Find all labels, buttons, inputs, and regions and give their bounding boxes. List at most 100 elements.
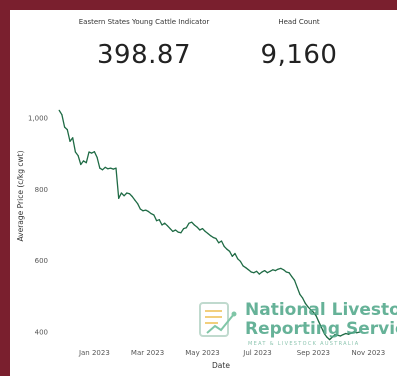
data-point — [234, 252, 236, 255]
data-point — [110, 167, 112, 169]
data-point — [64, 126, 66, 128]
data-point — [88, 151, 90, 153]
data-point — [239, 260, 241, 262]
data-point — [161, 224, 163, 226]
data-point — [245, 267, 247, 269]
data-point — [337, 334, 339, 336]
x-tick-label: May 2023 — [185, 349, 220, 357]
data-point — [342, 334, 344, 336]
data-point — [296, 286, 298, 288]
data-point — [269, 270, 271, 272]
data-point — [123, 195, 125, 197]
series-line — [58, 110, 360, 341]
data-point — [85, 162, 87, 164]
data-point — [112, 168, 114, 170]
data-point — [353, 331, 355, 333]
data-point — [147, 210, 149, 213]
x-tick-label: Jul 2023 — [242, 349, 272, 357]
data-point — [293, 279, 296, 281]
data-point — [131, 195, 133, 198]
data-point — [237, 258, 239, 260]
data-point — [299, 293, 301, 295]
data-point — [158, 219, 160, 221]
data-point — [82, 160, 85, 162]
watermark-tagline: MEAT & LIVESTOCK AUSTRALIA — [248, 341, 359, 347]
data-point — [231, 255, 233, 257]
data-point — [261, 271, 263, 273]
data-point — [310, 309, 312, 311]
data-point — [180, 232, 182, 234]
series-points — [58, 109, 360, 341]
y-tick-label: 1,000 — [28, 115, 48, 123]
data-point — [304, 302, 306, 304]
data-point — [334, 334, 336, 336]
data-point — [347, 333, 350, 335]
x-axis-title: Date — [212, 361, 230, 370]
y-tick-label: 600 — [35, 257, 48, 265]
data-point — [150, 213, 152, 215]
data-point — [96, 156, 98, 158]
data-point — [128, 193, 131, 195]
y-tick-label: 400 — [35, 328, 48, 336]
data-point — [134, 199, 136, 201]
data-point — [104, 166, 106, 168]
data-point — [256, 270, 258, 272]
data-point — [350, 332, 352, 334]
data-point — [101, 169, 104, 171]
data-point — [229, 250, 231, 252]
data-point — [191, 221, 193, 223]
nlrs-logo-icon — [199, 302, 237, 337]
data-point — [69, 140, 71, 142]
data-point — [174, 229, 177, 231]
data-point — [250, 271, 252, 273]
data-point — [188, 222, 190, 224]
data-point — [172, 230, 174, 232]
data-point — [66, 129, 68, 131]
data-point — [242, 265, 244, 267]
data-point — [323, 332, 325, 335]
data-point — [61, 114, 63, 116]
data-point — [291, 276, 293, 278]
watermark-line2: Reporting Service — [245, 319, 397, 339]
data-point — [320, 326, 323, 329]
data-point — [345, 332, 347, 335]
data-point — [166, 225, 168, 227]
x-tick-label: Nov 2023 — [352, 349, 386, 357]
data-point — [302, 297, 304, 299]
data-point — [107, 168, 109, 170]
data-point — [339, 335, 341, 337]
data-point — [258, 273, 260, 275]
kpi-value-indicator: 398.87 — [97, 40, 191, 70]
data-point — [139, 208, 141, 210]
x-axis: Jan 2023 Mar 2023 May 2023 Jul 2023 Sep 2023… — [78, 349, 385, 357]
data-point — [212, 236, 214, 239]
data-point — [118, 197, 120, 199]
data-point — [218, 242, 220, 244]
data-point — [223, 245, 225, 247]
data-point — [226, 248, 228, 250]
data-point — [201, 228, 204, 230]
y-axis: 400 600 800 1,000 — [28, 115, 48, 337]
data-point — [58, 109, 60, 111]
data-point — [126, 192, 128, 194]
data-point — [247, 269, 250, 271]
data-point — [307, 306, 309, 308]
data-point — [220, 240, 223, 242]
x-tick-label: Sep 2023 — [297, 349, 330, 357]
data-point — [115, 167, 117, 169]
data-point — [74, 151, 76, 153]
data-point — [137, 203, 139, 205]
data-point — [253, 272, 255, 274]
data-point — [80, 163, 82, 166]
kpi-label-head-count: Head Count — [278, 18, 320, 26]
data-point — [272, 269, 274, 271]
data-point — [183, 228, 185, 230]
x-tick-label: Mar 2023 — [131, 349, 164, 357]
data-point — [196, 226, 198, 228]
data-point — [193, 224, 195, 226]
data-point — [169, 228, 171, 230]
data-point — [120, 192, 122, 194]
data-point — [264, 270, 266, 272]
nlrs-watermark: National Livestock Reporting Service MEA… — [199, 300, 397, 347]
data-point — [93, 151, 95, 153]
